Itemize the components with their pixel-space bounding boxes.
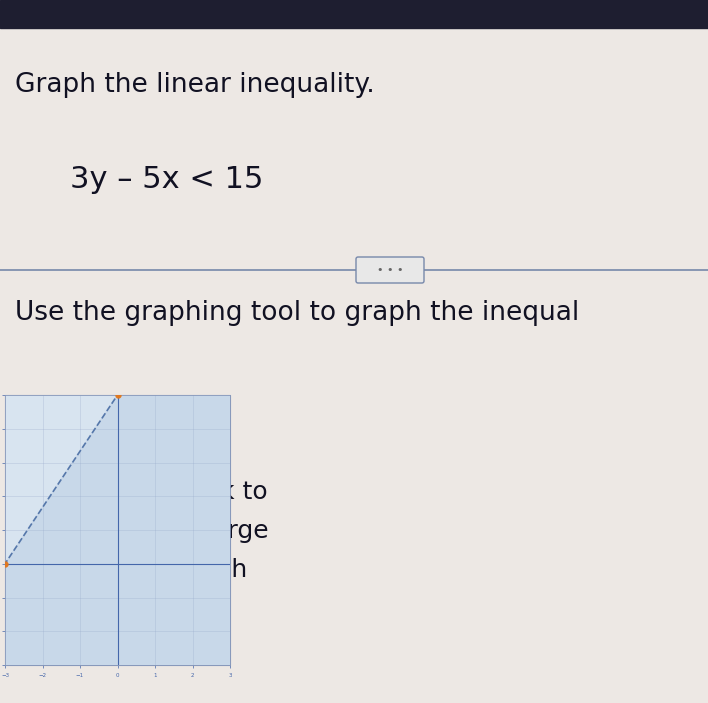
Text: 3y – 5x < 15: 3y – 5x < 15	[70, 165, 263, 194]
Bar	[5, 395, 230, 665]
FancyBboxPatch shape	[356, 257, 424, 283]
Bar	[0, 0, 708, 28]
Text: • • •: • • •	[377, 265, 404, 275]
Text: Use the graphing tool to graph the inequal: Use the graphing tool to graph the inequ…	[15, 300, 579, 326]
Text: Graph the linear inequality.: Graph the linear inequality.	[15, 72, 375, 98]
Text: Click to
enlarge
graph: Click to enlarge graph	[175, 480, 270, 582]
